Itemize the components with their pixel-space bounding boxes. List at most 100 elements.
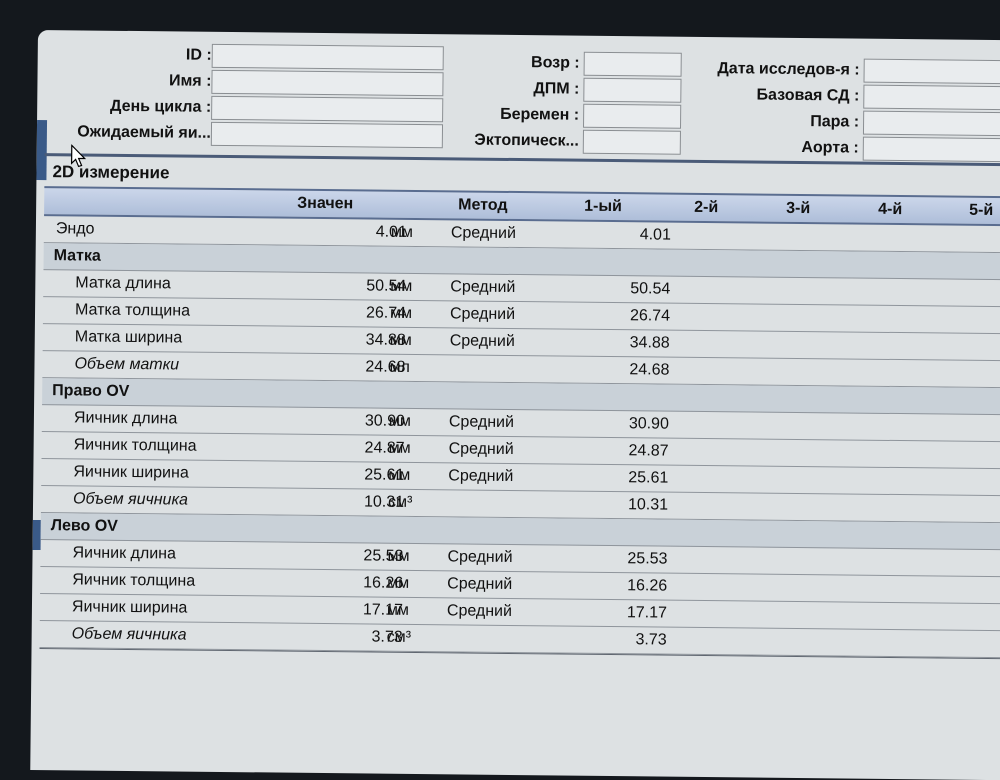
- row-unit: мм: [389, 304, 413, 322]
- pregnant-field: Беремен :: [437, 102, 579, 127]
- row-first: 3.73: [635, 631, 667, 649]
- id-input-box[interactable]: [211, 43, 444, 71]
- para-field: Пара :: [677, 109, 859, 135]
- base-sd-input[interactable]: [863, 84, 1000, 111]
- exam-date-input-box[interactable]: [863, 58, 1000, 85]
- row-unit: мм: [390, 223, 413, 241]
- row-name: Объем яичника: [73, 490, 189, 509]
- row-first: 26.74: [629, 307, 671, 325]
- ectopic-field: Эктопическ...: [437, 128, 579, 153]
- aorta-label: Аорта :: [801, 139, 859, 157]
- row-name: Яичник ширина: [71, 598, 188, 617]
- name-input-box[interactable]: [211, 69, 444, 97]
- row-method: Средний: [446, 602, 513, 620]
- col-header-method[interactable]: Метод: [458, 196, 508, 214]
- group-name: Матка: [53, 247, 101, 265]
- name-label: Имя :: [168, 72, 212, 90]
- para-input-box[interactable]: [862, 110, 1000, 137]
- row-method: Средний: [450, 278, 516, 297]
- id-field: ID :: [38, 42, 212, 68]
- row-first: 24.68: [629, 361, 670, 379]
- col-header-value[interactable]: Значен: [297, 194, 354, 213]
- expected-field: Ожидаемый яи...: [37, 120, 211, 146]
- row-first: 25.53: [627, 550, 668, 568]
- row-first: 4.01: [639, 226, 671, 244]
- row-unit: мм: [387, 547, 410, 565]
- row-unit: мл: [389, 358, 410, 376]
- row-unit: мм: [386, 601, 410, 619]
- col-header-2nd[interactable]: 2-й: [694, 198, 719, 217]
- row-name: Матка ширина: [74, 328, 183, 347]
- base-sd-input-box[interactable]: [863, 84, 1000, 111]
- col-header-3rd[interactable]: 3-й: [786, 199, 811, 218]
- cycle-day-field: День цикла :: [37, 94, 211, 120]
- row-method: Средний: [447, 575, 513, 593]
- row-name: Яичник толщина: [72, 571, 196, 590]
- ectopic-input-box[interactable]: [582, 129, 681, 155]
- base-sd-label: Базовая СД :: [756, 86, 860, 105]
- age-label: Возр :: [530, 54, 580, 72]
- row-method: Средний: [450, 224, 517, 243]
- row-name: Яичник длина: [73, 409, 178, 428]
- measurement-table: Значен Метод 1-ый 2-й 3-й 4-й 5-й Эндо 4…: [39, 186, 1000, 660]
- row-unit: мм: [389, 331, 412, 349]
- exam-date-field: Дата исследов-я :: [678, 57, 860, 83]
- pregnant-input-box[interactable]: [583, 103, 682, 129]
- lmp-label: ДПМ :: [533, 80, 580, 98]
- row-first: 50.54: [630, 280, 671, 298]
- row-first: 30.90: [628, 415, 669, 433]
- cycle-day-label: День цикла :: [109, 97, 212, 116]
- row-first: 24.87: [628, 442, 669, 460]
- row-name: Матка длина: [75, 274, 171, 293]
- row-method: Средний: [449, 305, 516, 324]
- expected-input-box[interactable]: [210, 121, 444, 149]
- aorta-field: Аорта :: [677, 135, 859, 161]
- para-input[interactable]: [862, 110, 1000, 137]
- row-name: Яичник длина: [72, 544, 177, 563]
- row-first: 17.17: [626, 604, 668, 622]
- row-name: Объем матки: [74, 355, 180, 374]
- row-unit: мм: [388, 439, 411, 457]
- expected-label: Ожидаемый яи...: [77, 123, 212, 142]
- col-header-1st[interactable]: 1-ый: [584, 197, 623, 216]
- row-method: Средний: [448, 440, 514, 459]
- exam-date-input[interactable]: [863, 58, 1000, 85]
- row-name: Матка толщина: [74, 301, 191, 320]
- exam-date-label: Дата исследов-я :: [717, 60, 860, 79]
- cycle-day-input[interactable]: [211, 95, 444, 123]
- mouse-cursor-icon: [70, 144, 87, 168]
- row-method: Средний: [449, 332, 515, 351]
- lmp-input[interactable]: [583, 77, 682, 103]
- row-first: 10.31: [627, 496, 669, 514]
- group-name: Лево OV: [50, 517, 118, 535]
- aorta-input[interactable]: [862, 136, 1000, 163]
- row-unit: см³: [386, 628, 412, 646]
- col-header-5th[interactable]: 5-й: [969, 201, 994, 220]
- ectopic-input[interactable]: [582, 129, 681, 155]
- row-name: Эндо: [55, 220, 95, 238]
- row-method: Средний: [447, 548, 513, 566]
- row-first: 25.61: [628, 469, 669, 487]
- expected-input[interactable]: [210, 121, 444, 149]
- cycle-day-input-box[interactable]: [211, 95, 444, 123]
- lmp-input-box[interactable]: [583, 77, 682, 103]
- base-sd-field: Базовая СД :: [677, 83, 860, 109]
- pregnant-label: Беремен :: [500, 105, 580, 124]
- row-unit: см³: [387, 493, 413, 511]
- name-input[interactable]: [211, 69, 444, 97]
- id-input[interactable]: [211, 43, 444, 71]
- row-unit: мм: [388, 466, 411, 484]
- row-unit: мм: [388, 412, 412, 430]
- age-input[interactable]: [583, 51, 682, 77]
- name-field: Имя :: [37, 68, 212, 94]
- row-name: Яичник ширина: [73, 463, 189, 482]
- age-input-box[interactable]: [583, 51, 682, 77]
- row-method: Средний: [448, 413, 515, 432]
- col-header-4th[interactable]: 4-й: [878, 200, 903, 219]
- para-label: Пара :: [810, 113, 860, 131]
- ultrasound-screen: ID : Имя : День цикла : Ожидаемый яи... …: [30, 30, 1000, 780]
- group-name: Право OV: [52, 382, 130, 400]
- row-unit: мм: [387, 574, 410, 592]
- pregnant-input[interactable]: [583, 103, 682, 129]
- aorta-input-box[interactable]: [862, 136, 1000, 163]
